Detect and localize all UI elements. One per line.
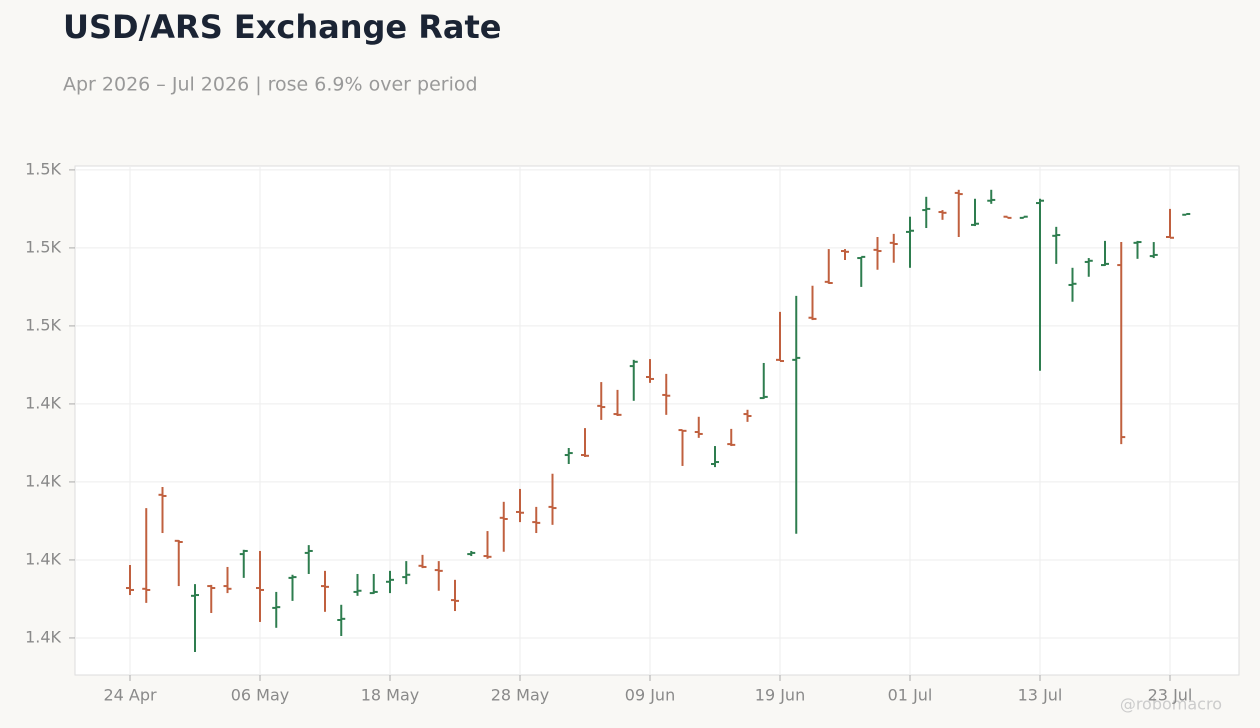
chart-title: USD/ARS Exchange Rate [63,8,501,46]
x-tick-label: 06 May [231,686,290,705]
y-tick-label: 1.5K [25,237,61,256]
x-tick-label: 01 Jul [888,686,933,705]
y-tick-label: 1.5K [25,159,61,178]
x-tick-label: 24 Apr [103,686,157,705]
watermark: @robomacro [1120,695,1222,714]
y-tick-label: 1.4K [25,471,61,490]
y-tick-label: 1.4K [25,393,61,412]
x-tick-label: 28 May [491,686,550,705]
x-tick-label: 19 Jun [755,686,805,705]
x-tick-label: 13 Jul [1018,686,1063,705]
chart-subtitle: Apr 2026 – Jul 2026 | rose 6.9% over per… [63,74,478,96]
y-tick-label: 1.4K [25,627,61,646]
y-tick-label: 1.5K [25,315,61,334]
y-tick-label: 1.4K [25,549,61,568]
x-tick-label: 09 Jun [625,686,675,705]
plot-area [74,165,1240,676]
x-tick-label: 18 May [361,686,420,705]
x-tick-label: 23 Jul [1148,686,1193,705]
